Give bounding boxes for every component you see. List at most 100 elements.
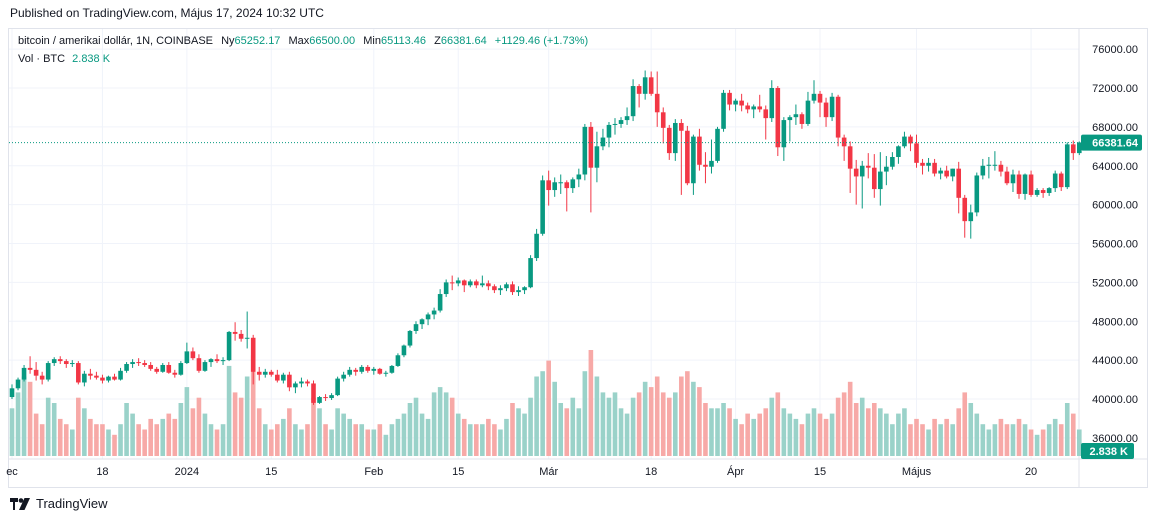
volume-bar [425,418,431,456]
volume-bar [401,413,407,456]
volume-bar [757,413,763,456]
candle-body [606,124,612,138]
candle-body [1064,144,1070,188]
candle-body [425,314,431,320]
candle-body [865,165,871,168]
published-caption: Published on TradingView.com, Május 17, … [10,6,324,20]
volume-bar [679,376,684,456]
volume-bar [727,408,732,456]
candle-body [884,166,889,172]
candle-body [992,164,998,166]
tradingview-footer[interactable]: TradingView [10,496,108,511]
volume-bar [552,381,557,456]
x-tick-label: Feb [364,466,383,478]
candle-body [1070,144,1076,154]
volume-bar [835,397,841,456]
volume-bar [745,413,750,456]
x-tick-label: 15 [452,466,464,478]
chart-panel[interactable] [8,28,1148,488]
volume-bar [1070,413,1076,456]
candle-body [624,116,630,121]
volume-bar [39,424,45,456]
volume-bar [15,392,21,456]
volume-bar [805,413,811,456]
candle-body [811,93,817,101]
candle-body [431,310,437,315]
volume-bar [715,408,720,456]
candle-body [841,137,847,147]
volume-bar [389,424,395,456]
volume-bar [335,408,340,456]
volume-bar [721,403,726,456]
low-value: 65113.46 [380,35,427,47]
candle-body [516,290,521,293]
candle-body [600,137,606,147]
volume-bar [1034,434,1040,456]
candle-body [365,366,371,371]
candle-body [739,100,744,106]
volume-bar [1058,424,1064,456]
volume-bar [811,408,817,456]
volume-bar [974,413,980,456]
candle-body [51,359,57,364]
candle-body [1028,174,1034,195]
volume-bar [980,424,986,456]
volume-bar [588,350,594,456]
candle-body [805,100,811,124]
candle-body [124,364,129,371]
candle-body [317,397,322,403]
volume-bar [431,392,437,456]
candle-body [359,366,365,372]
candle-body [787,117,793,121]
candle-body [232,331,238,334]
last-price-label: 66381.64 [1092,138,1139,150]
candle-body [570,179,576,189]
volume-bar [962,392,968,456]
change-value: +1129.46 (+1.73%) [494,35,589,47]
candle-body [636,86,642,94]
volume-bar [564,408,570,456]
volume-bar [268,429,274,456]
candle-body [335,378,340,396]
candle-body [498,288,503,291]
volume-bar [1004,424,1010,456]
volume-bar [371,429,377,456]
candle-body [196,358,202,371]
candle-body [504,284,509,289]
volume-bar [377,424,383,456]
volume-bar [618,408,624,456]
candle-body [281,374,286,381]
candle-body [154,368,160,372]
candle-body [250,337,256,372]
y-tick-label: 52000.00 [1092,277,1138,289]
candle-body [148,364,153,369]
candle-body [618,120,624,124]
y-tick-label: 48000.00 [1092,316,1138,328]
candle-body [890,157,895,167]
volume-bar [823,418,829,456]
candle-body [853,168,859,177]
candle-body [576,174,582,180]
volume-bar [853,403,859,456]
open-label: Ny [221,35,235,47]
volume-bar [317,408,322,456]
volume-bar [293,424,298,456]
candle-body [673,122,678,154]
volume-bar [220,424,226,456]
candle-body [106,376,111,381]
y-tick-label: 76000.00 [1092,44,1138,56]
volume-bar [709,408,714,456]
candle-body [88,373,93,376]
volume-bar [902,408,907,456]
x-tick-label: 20 [1025,466,1037,478]
candle-body [413,324,419,331]
candle-body [1034,190,1040,195]
volume-badge-label: 2.838 K [1089,446,1128,458]
volume-bar [486,418,491,456]
candle-body [449,282,455,284]
volume-bar [341,413,346,456]
candle-body [980,165,986,176]
high-label: Max [288,35,310,47]
volume-bar [660,392,666,456]
